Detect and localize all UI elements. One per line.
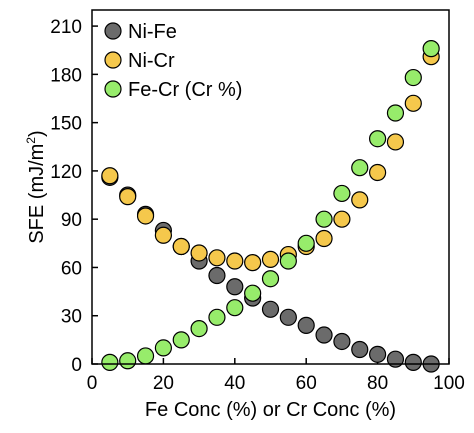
data-point (351, 340, 369, 359)
data-point (404, 68, 422, 87)
data-point (226, 252, 244, 270)
data-point (101, 353, 119, 371)
data-point (226, 299, 244, 317)
legend: Ni-Fe Ni-Cr Fe-Cr (Cr %) (104, 21, 242, 101)
y-axis-title-main: SFE (mJ/m (26, 144, 48, 244)
plot-frame (91, 9, 450, 365)
data-point (244, 284, 262, 302)
legend-marker (104, 22, 122, 40)
legend-label: Ni-Cr (128, 50, 175, 72)
data-point (369, 345, 387, 363)
data-point (119, 352, 137, 370)
x-tick-label: 0 (87, 373, 98, 394)
legend-marker (104, 80, 122, 98)
data-point (261, 270, 280, 288)
legend-label: Fe-Cr (Cr %) (128, 79, 242, 101)
data-point (369, 130, 387, 148)
legend-label: Ni-Fe (128, 21, 177, 43)
data-point (136, 207, 155, 225)
data-point (154, 226, 172, 244)
data-point (315, 210, 333, 228)
data-point (154, 339, 172, 357)
data-point (208, 266, 226, 285)
data-point (136, 347, 155, 365)
y-tick-label: 60 (61, 258, 82, 279)
x-tick-label: 60 (296, 373, 317, 394)
y-tick-label: 30 (61, 307, 82, 328)
data-point (244, 254, 262, 272)
y-axis-title-close: ) (26, 130, 48, 137)
data-point (261, 300, 280, 318)
x-tick-label: 40 (224, 373, 245, 394)
data-points (101, 40, 440, 373)
data-point (315, 229, 333, 248)
data-point (297, 316, 315, 334)
y-tick-label: 210 (50, 17, 82, 38)
x-axis-title: Fe Conc (%) or Cr Conc (%) (145, 399, 396, 421)
y-axis-title: SFE (mJ/m2) (24, 130, 48, 243)
y-tick-label: 90 (61, 210, 82, 231)
data-point (279, 308, 297, 326)
data-point (333, 210, 351, 228)
data-point (261, 250, 280, 269)
y-axis-title-superscript: 2 (24, 137, 38, 144)
x-tick-label: 20 (153, 373, 174, 394)
data-point (208, 249, 226, 267)
y-tick-label: 180 (50, 65, 82, 86)
data-point (226, 278, 244, 296)
data-point (101, 167, 119, 185)
y-tick-label: 150 (50, 114, 82, 135)
x-tick-label: 80 (367, 373, 388, 394)
y-axis-ticks: 0 30 60 90 120 150 180 210 (50, 17, 98, 376)
data-point (369, 163, 387, 182)
data-point (172, 331, 190, 349)
data-point (404, 353, 422, 371)
data-point (351, 191, 369, 209)
data-point (386, 133, 405, 151)
data-point (333, 332, 351, 351)
data-point (190, 244, 208, 262)
data-point (315, 326, 333, 344)
y-tick-label: 0 (71, 355, 82, 376)
data-point (351, 159, 369, 177)
x-tick-label: 100 (433, 373, 465, 394)
data-point (208, 308, 226, 326)
x-axis-ticks: 0 20 40 60 80 100 (87, 358, 465, 394)
data-point (386, 104, 405, 122)
data-point (404, 94, 422, 112)
data-point (297, 234, 315, 252)
data-point (422, 40, 440, 58)
data-point (172, 237, 190, 256)
data-point (333, 184, 351, 203)
series-fe-cr-cr (101, 40, 440, 371)
data-point (386, 350, 405, 368)
y-tick-label: 120 (50, 162, 82, 183)
data-point (119, 188, 137, 206)
data-point (279, 252, 297, 270)
legend-marker (104, 51, 122, 69)
data-point (190, 320, 208, 338)
